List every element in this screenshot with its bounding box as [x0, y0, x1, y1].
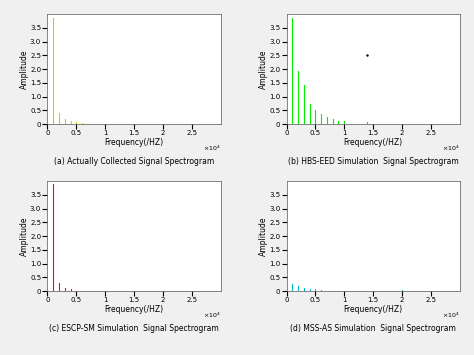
X-axis label: Frequency(/HZ): Frequency(/HZ)	[104, 138, 164, 147]
Text: (d) MSS-AS Simulation  Signal Spectrogram: (d) MSS-AS Simulation Signal Spectrogram	[290, 324, 456, 333]
Text: $\times10^4$: $\times10^4$	[442, 144, 460, 153]
Text: (c) ESCP-SM Simulation  Signal Spectrogram: (c) ESCP-SM Simulation Signal Spectrogra…	[49, 324, 219, 333]
Text: $\times10^4$: $\times10^4$	[203, 144, 221, 153]
Text: $\times10^4$: $\times10^4$	[442, 311, 460, 320]
X-axis label: Frequency(/HZ): Frequency(/HZ)	[344, 305, 403, 314]
Y-axis label: Amplitude: Amplitude	[259, 49, 268, 89]
Text: (a) Actually Collected Signal Spectrogram: (a) Actually Collected Signal Spectrogra…	[54, 157, 214, 166]
Y-axis label: Amplitude: Amplitude	[19, 49, 28, 89]
Text: (b) HBS-EED Simulation  Signal Spectrogram: (b) HBS-EED Simulation Signal Spectrogra…	[288, 157, 458, 166]
Y-axis label: Amplitude: Amplitude	[259, 217, 268, 256]
Text: $\times10^4$: $\times10^4$	[203, 311, 221, 320]
X-axis label: Frequency(/HZ): Frequency(/HZ)	[344, 138, 403, 147]
Y-axis label: Amplitude: Amplitude	[19, 217, 28, 256]
X-axis label: Frequency(/HZ): Frequency(/HZ)	[104, 305, 164, 314]
